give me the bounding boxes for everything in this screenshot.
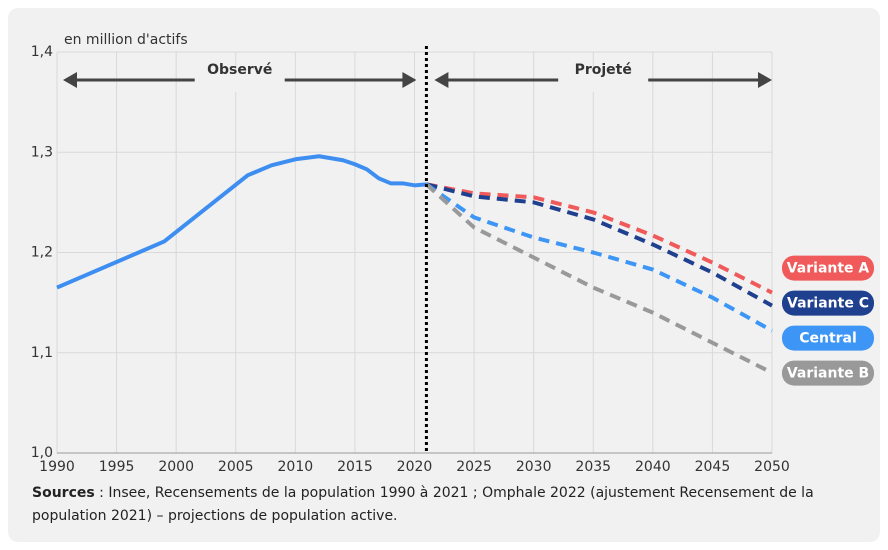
x-tick-label: 2005 bbox=[218, 459, 254, 475]
x-tick-label: 2040 bbox=[635, 459, 671, 475]
y-tick-label: 1,1 bbox=[31, 345, 53, 361]
legend-bg bbox=[782, 255, 874, 281]
series-line bbox=[425, 182, 773, 308]
legend-label: Central bbox=[799, 331, 857, 347]
arrow-head bbox=[63, 72, 77, 88]
series-line bbox=[425, 182, 773, 333]
legend-pill: Central bbox=[782, 325, 874, 351]
x-tick-label: 2010 bbox=[278, 459, 314, 475]
series-line bbox=[426, 182, 773, 295]
arrow-head bbox=[434, 72, 449, 88]
y-tick-label: 1,0 bbox=[31, 445, 53, 461]
y-tick-label: 1,4 bbox=[31, 44, 53, 60]
legend-label: Variante C bbox=[787, 296, 869, 312]
x-tick-label: 2030 bbox=[516, 459, 552, 475]
x-tick-label: 2025 bbox=[456, 459, 492, 475]
legend-label: Variante A bbox=[787, 261, 870, 277]
y-tick-label: 1,3 bbox=[31, 144, 53, 160]
source-text: : Insee, Recensements de la population 1… bbox=[32, 485, 814, 524]
y-axis-label: en million d'actifs bbox=[64, 32, 188, 48]
arrow-head bbox=[402, 72, 417, 88]
legend-pill: Variante C bbox=[782, 290, 874, 316]
x-tick-label: 1990 bbox=[39, 459, 75, 475]
span-label: Observé bbox=[207, 62, 272, 78]
legend-pill: Variante A bbox=[782, 255, 874, 281]
x-tick-label: 1995 bbox=[99, 459, 135, 475]
arrow-head bbox=[758, 72, 772, 88]
legend-label: Variante B bbox=[787, 366, 869, 382]
label-bg bbox=[194, 68, 285, 92]
x-tick-label: 2045 bbox=[695, 459, 731, 475]
series-line bbox=[56, 154, 427, 290]
legend-bg bbox=[782, 360, 874, 386]
x-tick-label: 2035 bbox=[575, 459, 611, 475]
series-line bbox=[425, 182, 773, 375]
span-label: Projeté bbox=[575, 62, 632, 78]
card bbox=[8, 8, 880, 542]
label-bg bbox=[558, 68, 649, 92]
y-tick-label: 1,2 bbox=[31, 245, 53, 261]
source-note: Sources : Insee, Recensements de la popu… bbox=[32, 482, 862, 528]
source-label: Sources bbox=[32, 485, 95, 501]
x-tick-label: 2015 bbox=[337, 459, 373, 475]
x-tick-label: 2050 bbox=[754, 459, 790, 475]
legend-bg bbox=[782, 290, 874, 316]
legend-pill: Variante B bbox=[782, 360, 874, 386]
legend-bg bbox=[782, 325, 874, 351]
x-tick-label: 2020 bbox=[397, 459, 433, 475]
x-tick-label: 2000 bbox=[158, 459, 194, 475]
